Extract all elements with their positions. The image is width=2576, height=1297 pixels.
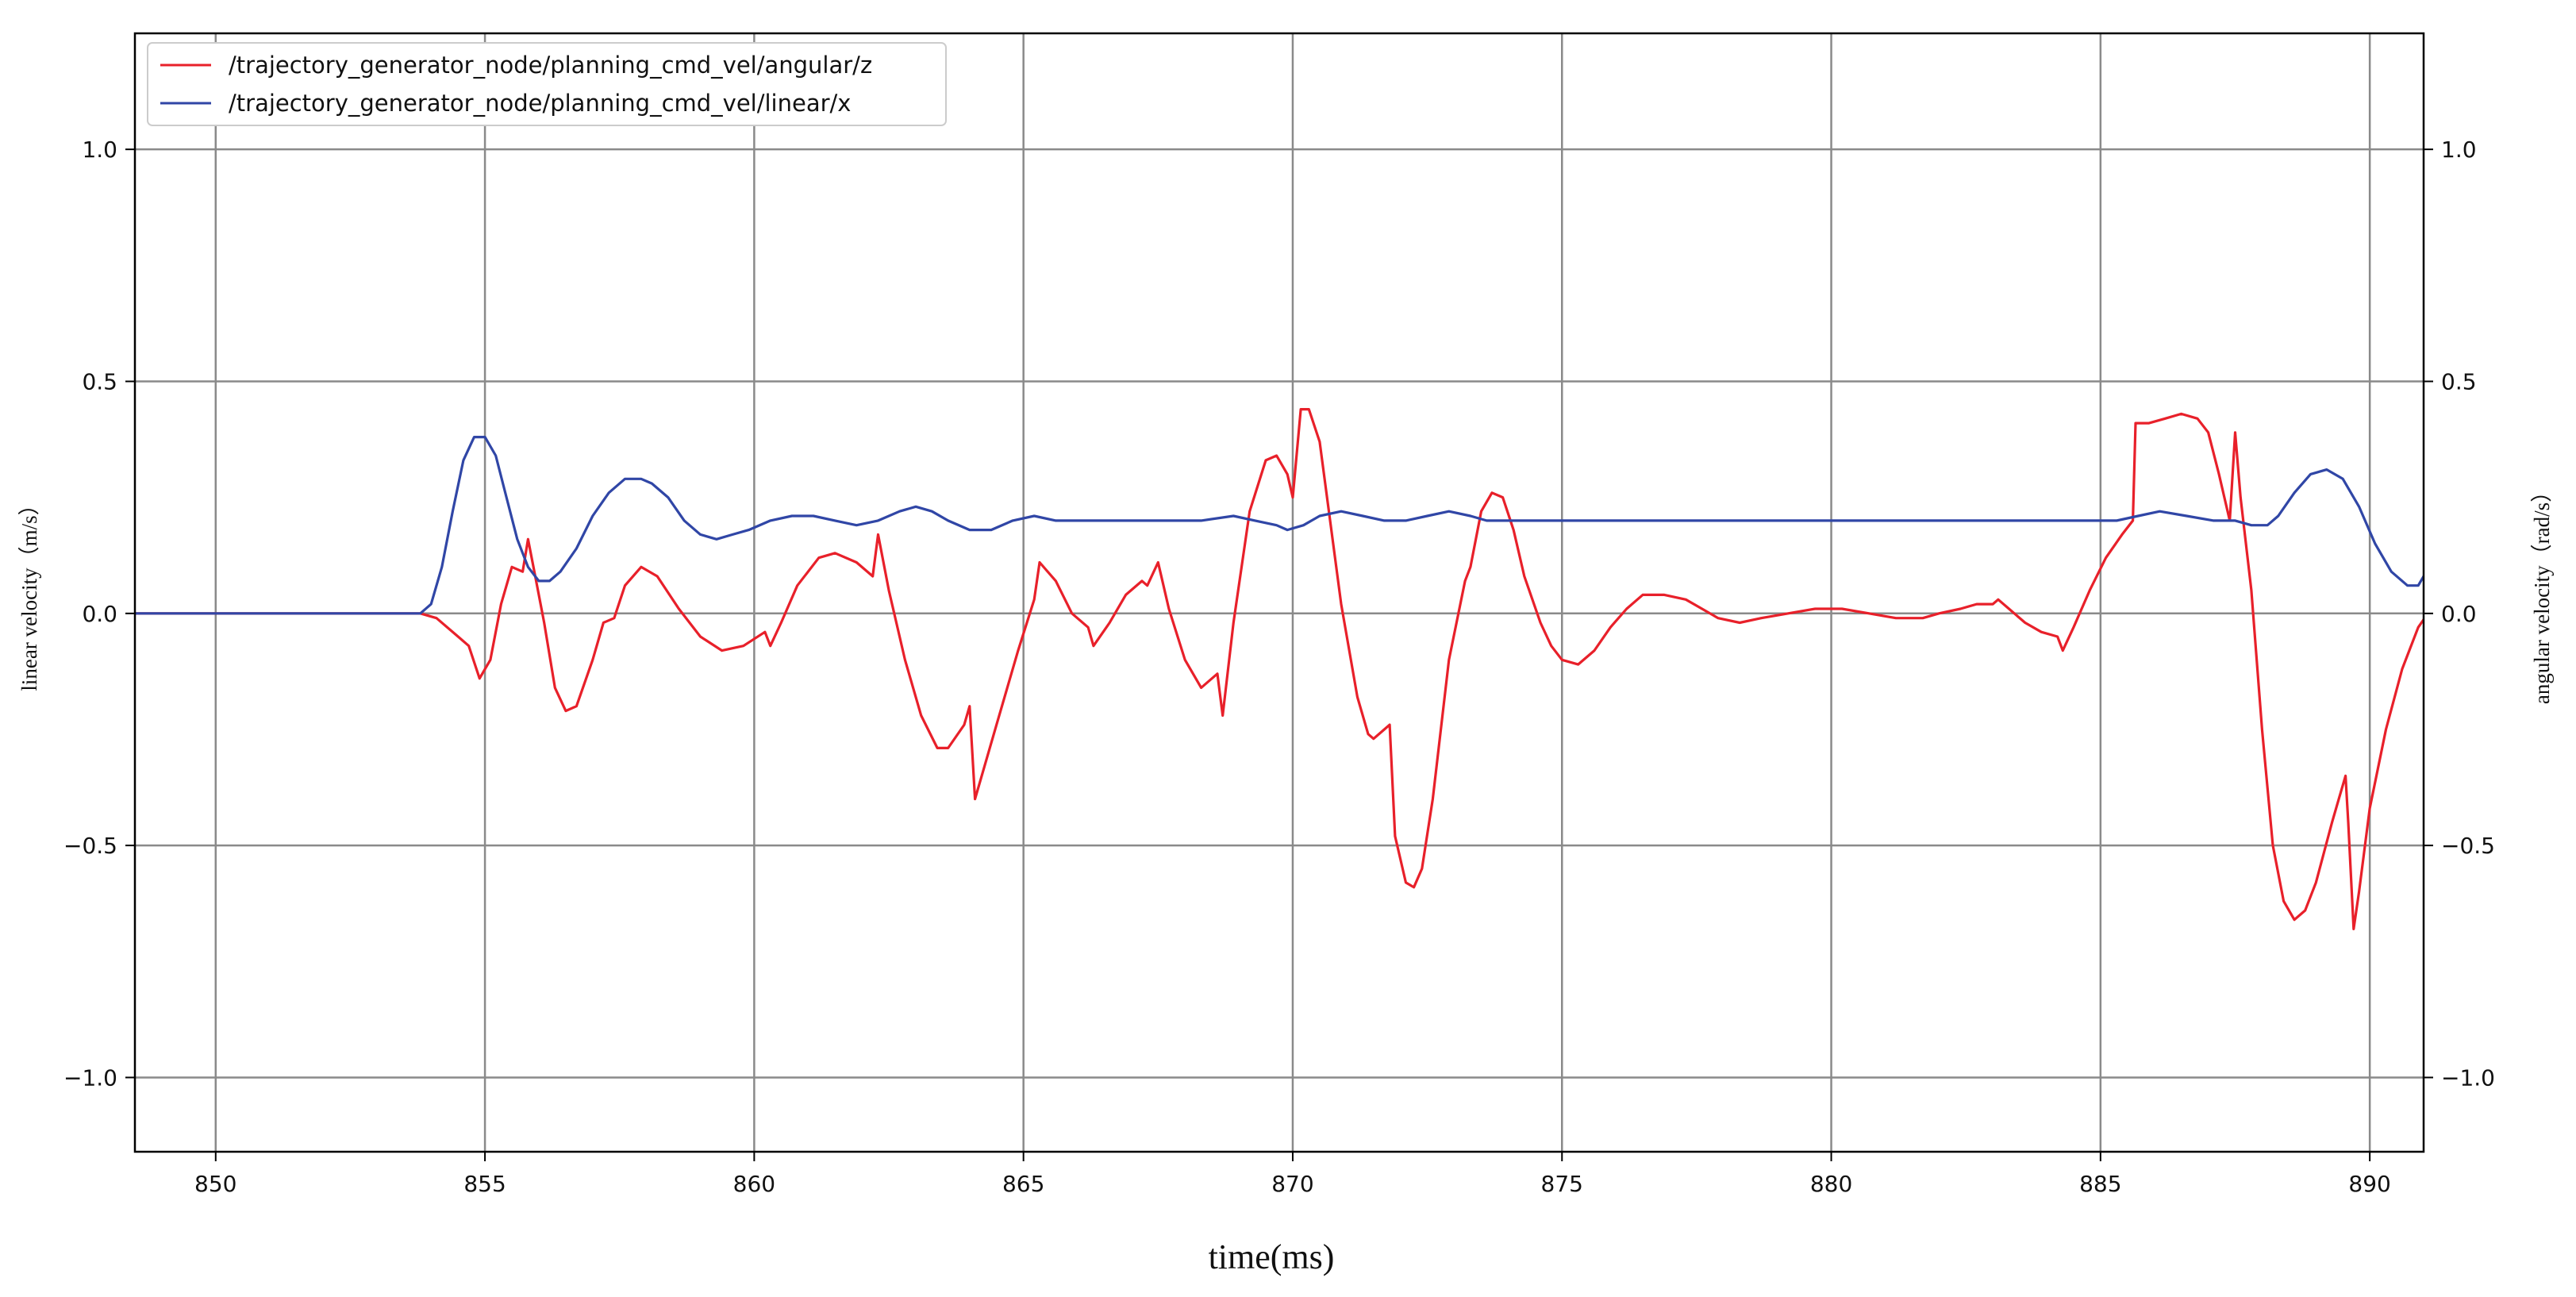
legend: /trajectory_generator_node/planning_cmd_… (147, 42, 947, 126)
vertical-gridlines (214, 33, 2371, 1152)
x-tick-label: 860 (733, 1171, 775, 1197)
left-y-tick-label: −0.5 (63, 833, 117, 859)
right-y-tick-label: 0.5 (2441, 368, 2477, 394)
series-layer (135, 408, 2424, 930)
x-tick-label: 880 (1810, 1171, 1852, 1197)
left-y-tick-label: 0.5 (82, 368, 117, 394)
left-y-tick-label: −1.0 (63, 1064, 117, 1091)
series-line-linear-x (135, 436, 2424, 615)
left-y-tick-label: 0.0 (82, 601, 117, 627)
right-y-axis-ticks: 1.0 0.5 0.0 −0.5 −1.0 (2424, 137, 2495, 1091)
horizontal-gridlines (135, 148, 2424, 1079)
right-y-tick-label: −0.5 (2441, 833, 2495, 859)
x-tick-label: 850 (194, 1171, 236, 1197)
right-y-axis-label: angular velocity（rad/s） (2530, 481, 2554, 704)
left-y-tick-label: 1.0 (82, 137, 117, 163)
x-tick-label: 885 (2079, 1171, 2121, 1197)
right-y-tick-label: 1.0 (2441, 137, 2477, 163)
x-tick-label: 875 (1541, 1171, 1583, 1197)
series-line-angular-z (135, 408, 2424, 930)
x-axis-label: time(ms) (1209, 1237, 1335, 1276)
legend-label-angular-z: /trajectory_generator_node/planning_cmd_… (229, 52, 872, 79)
left-y-axis-ticks: 1.0 0.5 0.0 −0.5 −1.0 (63, 137, 135, 1091)
right-y-tick-label: −1.0 (2441, 1064, 2495, 1091)
x-tick-label: 855 (463, 1171, 506, 1197)
right-y-tick-label: 0.0 (2441, 601, 2477, 627)
legend-label-linear-x: /trajectory_generator_node/planning_cmd_… (229, 90, 851, 117)
x-tick-label: 865 (1002, 1171, 1044, 1197)
x-tick-label: 890 (2348, 1171, 2390, 1197)
legend-box (147, 42, 947, 126)
plot-frame (133, 32, 2425, 1153)
x-axis-ticks: 850 855 860 865 870 875 880 885 890 (194, 1152, 2391, 1197)
x-tick-label: 870 (1271, 1171, 1313, 1197)
left-y-axis-label: linear velocity（m/s） (17, 494, 41, 691)
